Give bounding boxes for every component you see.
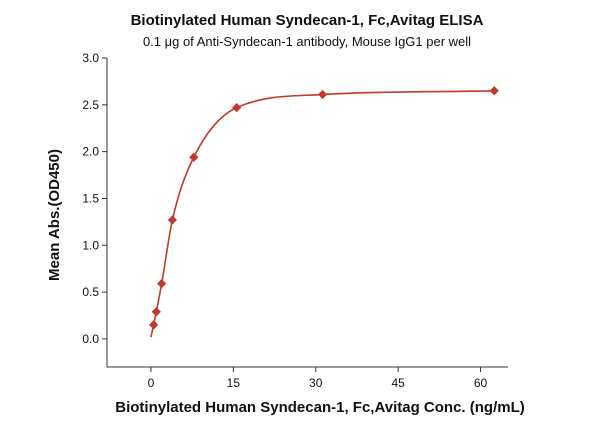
y-tick-label: 1.5 <box>82 191 99 205</box>
y-tick-label: 0.0 <box>82 332 99 346</box>
data-point <box>317 89 328 100</box>
data-point <box>167 215 177 225</box>
x-tick-label: 60 <box>474 376 488 390</box>
x-tick-label: 0 <box>148 376 155 390</box>
y-tick-label: 1.0 <box>82 238 99 252</box>
x-tick-label: 15 <box>227 376 241 390</box>
data-point <box>151 307 161 317</box>
y-tick-label: 3.0 <box>82 51 99 65</box>
data-point <box>157 279 167 289</box>
x-tick-label: 45 <box>391 376 405 390</box>
x-ticks: 0 15 30 45 60 <box>148 367 488 390</box>
data-point <box>232 103 242 113</box>
data-point <box>489 86 499 96</box>
y-ticks: 0.0 0.5 1.0 1.5 2.0 2.5 3.0 <box>82 51 107 346</box>
data-points <box>149 86 499 330</box>
y-tick-label: 2.0 <box>82 145 99 159</box>
y-axis-label: Mean Abs.(OD450) <box>46 149 63 281</box>
data-point <box>189 152 199 162</box>
axes <box>106 58 508 368</box>
y-tick-label: 2.5 <box>82 98 99 112</box>
fit-curve <box>150 89 495 338</box>
y-tick-label: 0.5 <box>82 285 99 299</box>
chart-title: Biotinylated Human Syndecan-1, Fc,Avitag… <box>131 12 484 29</box>
chart-subtitle: 0.1 μg of Anti-Syndecan-1 antibody, Mous… <box>143 34 471 49</box>
data-point <box>149 320 159 330</box>
x-axis-label: Biotinylated Human Syndecan-1, Fc,Avitag… <box>115 399 525 416</box>
x-tick-label: 30 <box>309 376 323 390</box>
